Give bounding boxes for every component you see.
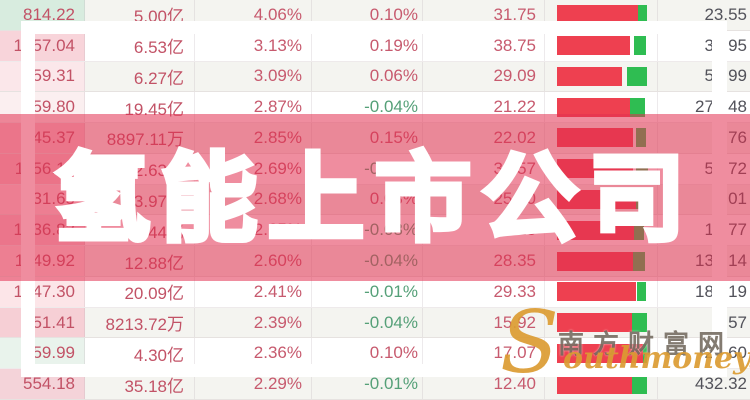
table-row[interactable]: 651.41 8213.72万 2.39% -0.04% 15.92 6.57 bbox=[0, 307, 750, 339]
trend-bar-red bbox=[557, 36, 630, 56]
overlay-title: 氢能上市公司 bbox=[52, 146, 696, 253]
trend-bar-cell bbox=[545, 0, 658, 30]
value2-cell: 35.95 bbox=[658, 31, 750, 61]
trend-bar-cell bbox=[545, 30, 658, 61]
trend-bar-red bbox=[557, 66, 622, 86]
change-pct2-cell: -0.04% bbox=[312, 307, 423, 338]
price-cell: 1257.04 bbox=[0, 30, 85, 61]
turnover-cell: 8213.72万 bbox=[85, 307, 195, 338]
change-pct-cell: 3.13% bbox=[195, 30, 312, 61]
trend-bar-green bbox=[634, 36, 646, 56]
trend-bar-green bbox=[632, 313, 647, 333]
change-pct2-cell: -0.04% bbox=[312, 92, 423, 123]
trend-bar-red bbox=[557, 343, 643, 363]
change-pct2-cell: 0.10% bbox=[312, 0, 423, 30]
change-pct-cell: 2.87% bbox=[195, 92, 312, 123]
value1-cell: 17.07 bbox=[423, 338, 545, 369]
trend-bar-green bbox=[643, 343, 647, 363]
value1-cell: 12.40 bbox=[423, 369, 545, 399]
overlay-frame-bottom bbox=[21, 364, 727, 377]
trend-bar-cell bbox=[545, 61, 658, 92]
trend-bar-red bbox=[557, 97, 630, 117]
change-pct-cell: 2.36% bbox=[195, 338, 312, 369]
trend-bar bbox=[557, 282, 653, 302]
trend-bar-cell bbox=[545, 276, 658, 307]
trend-bar bbox=[557, 97, 653, 117]
change-pct-cell: 4.06% bbox=[195, 0, 312, 30]
overlay-pink-band bbox=[0, 114, 750, 281]
trend-bar bbox=[557, 374, 653, 394]
turnover-cell: 6.27亿 bbox=[85, 61, 195, 92]
trend-bar bbox=[557, 5, 653, 25]
trend-bar bbox=[557, 66, 653, 86]
value1-cell: 29.09 bbox=[423, 61, 545, 92]
trend-bar-green bbox=[627, 66, 647, 86]
value2-cell: 432.32 bbox=[695, 374, 747, 394]
watermark-site-name-en: outhmoney.com bbox=[563, 341, 750, 376]
price-cell: 759.99 bbox=[0, 338, 85, 369]
trend-bar bbox=[557, 36, 653, 56]
trend-bar-cell bbox=[545, 369, 658, 399]
change-pct2-cell: 0.19% bbox=[312, 30, 423, 61]
trend-bar-green bbox=[638, 5, 647, 25]
watermark-s-flourish: S bbox=[500, 293, 559, 393]
trend-bar-red bbox=[557, 5, 638, 25]
change-pct-cell: 2.29% bbox=[195, 369, 312, 399]
trend-bar-cell bbox=[545, 92, 658, 123]
value1-cell: 15.92 bbox=[423, 307, 545, 338]
change-pct2-cell: -0.01% bbox=[312, 276, 423, 307]
value1-cell: 31.75 bbox=[423, 0, 545, 30]
trend-bar-red bbox=[557, 313, 632, 333]
turnover-cell: 6.53亿 bbox=[85, 30, 195, 61]
turnover-cell: 4.30亿 bbox=[85, 338, 195, 369]
trend-bar-red bbox=[557, 282, 636, 302]
change-pct-cell: 3.09% bbox=[195, 61, 312, 92]
trend-bar bbox=[557, 343, 653, 363]
trend-bar-cell bbox=[545, 338, 658, 369]
change-pct2-cell: 0.06% bbox=[312, 61, 423, 92]
trend-bar-red bbox=[557, 374, 632, 394]
turnover-cell: 19.45亿 bbox=[85, 92, 195, 123]
trend-bar-cell bbox=[545, 307, 658, 338]
overlay-frame-top bbox=[21, 21, 727, 34]
value1-cell: 21.22 bbox=[423, 92, 545, 123]
value1-cell: 38.75 bbox=[423, 30, 545, 61]
trend-bar-green bbox=[632, 374, 647, 394]
trend-bar bbox=[557, 313, 653, 333]
price-cell: 651.41 bbox=[0, 307, 85, 338]
turnover-cell: 20.09亿 bbox=[85, 276, 195, 307]
price-cell: 959.31 bbox=[0, 61, 85, 92]
value2-cell: 23.55 bbox=[704, 4, 747, 24]
change-pct-cell: 2.39% bbox=[195, 307, 312, 338]
value1-cell: 29.33 bbox=[423, 276, 545, 307]
change-pct2-cell: 0.10% bbox=[312, 338, 423, 369]
trend-bar-green bbox=[637, 282, 646, 302]
value2-cell: 57.99 bbox=[658, 62, 750, 92]
watermark-site-name-cn: 南方财富网 bbox=[558, 329, 734, 359]
turnover-cell: 35.18亿 bbox=[85, 369, 195, 399]
price-cell: 1247.30 bbox=[0, 276, 85, 307]
change-pct2-cell: -0.01% bbox=[312, 369, 423, 399]
change-pct-cell: 2.41% bbox=[195, 276, 312, 307]
value2-cell: 182.19 bbox=[658, 277, 750, 307]
trend-bar-green bbox=[630, 97, 645, 117]
